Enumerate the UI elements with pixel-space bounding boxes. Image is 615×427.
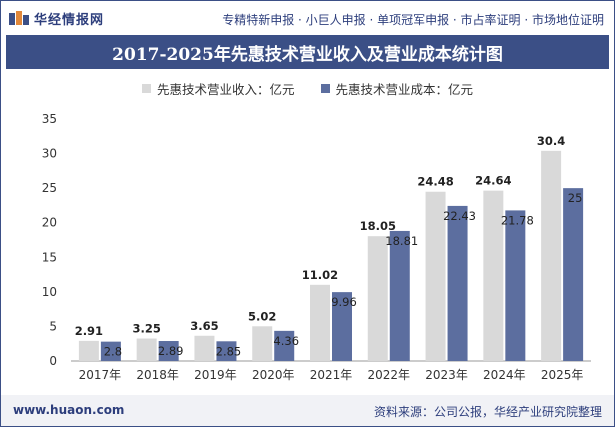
header-links[interactable]: 专精特新申报 · 小巨人申报 · 单项冠军申报 · 市占率证明 · 市场地位证明 [222,13,604,27]
y-tick-label: 15 [42,250,57,264]
cost-data-label: 21.78 [501,213,534,227]
chart-legend: 先惠技术营业收入：亿元 先惠技术营业成本：亿元 [1,79,614,98]
y-tick-label: 20 [42,216,57,230]
revenue-data-label: 3.65 [190,319,218,333]
revenue-data-label: 30.4 [537,134,565,148]
revenue-bar [483,190,504,361]
brand-logo[interactable]: 华经情报网 [9,9,104,28]
cost-data-label: 2.89 [158,344,184,358]
cost-data-label: 4.36 [273,334,299,348]
y-tick-label: 10 [42,285,57,299]
revenue-data-label: 11.02 [302,268,338,282]
legend-item-revenue: 先惠技术营业收入：亿元 [141,79,295,98]
x-tick-label: 2019年 [194,368,237,382]
logo-icon [9,10,29,27]
cost-bar [389,230,410,361]
cost-bar [563,188,584,361]
legend-swatch-revenue [141,84,151,93]
x-tick-label: 2020年 [252,368,295,382]
x-tick-label: 2022年 [368,368,411,382]
cost-bar [100,341,121,361]
y-tick-label: 30 [42,147,57,161]
revenue-data-label: 5.02 [248,309,276,323]
header-bar: 华经情报网 专精特新申报 · 小巨人申报 · 单项冠军申报 · 市占率证明 · … [1,1,614,35]
cost-bar [158,341,179,361]
revenue-data-label: 24.64 [475,174,511,188]
revenue-data-label: 2.91 [75,324,103,338]
revenue-bar [367,236,388,361]
cost-data-label: 2.8 [104,345,122,359]
x-tick-label: 2021年 [310,368,353,382]
cost-data-label: 2.85 [216,344,242,358]
cost-bar [274,330,295,361]
chart-title: 2017-2025年先惠技术营业收入及营业成本统计图 [112,44,503,65]
x-tick-label: 2025年 [541,368,584,382]
footer-bar: www.huaon.com 资料来源：公司公报，华经产业研究院整理 [1,395,614,426]
x-tick-label: 2018年 [136,368,179,382]
revenue-bar [194,335,215,361]
revenue-bar [310,284,330,361]
y-tick-label: 35 [42,112,57,126]
cost-data-label: 9.96 [331,295,357,309]
legend-label-revenue: 先惠技术营业收入：亿元 [156,82,295,97]
revenue-bar [136,338,157,361]
cost-bar [332,292,352,361]
revenue-data-label: 18.05 [360,219,396,233]
revenue-data-label: 3.25 [132,322,160,336]
cost-bar [447,205,468,361]
revenue-bar [252,326,273,361]
cost-bar [505,210,526,361]
legend-item-cost: 先惠技术营业成本：亿元 [320,79,474,98]
legend-swatch-cost [320,84,330,93]
cost-data-label: 25 [568,191,583,205]
x-tick-label: 2023年 [425,368,468,382]
y-tick-label: 5 [49,319,57,333]
cost-data-label: 22.43 [443,209,476,223]
revenue-data-label: 24.48 [417,175,453,189]
logo-text: 华经情报网 [34,13,105,28]
y-tick-label: 0 [49,354,57,368]
legend-label-cost: 先惠技术营业成本：亿元 [335,82,474,97]
title-bar: 2017-2025年先惠技术营业收入及营业成本统计图 [6,35,609,69]
x-tick-label: 2017年 [79,368,122,382]
bar-chart: 0 5 10 15 20 25 30 35 2017年 2.912.8 2018年 3.25 2.89 2… [42,112,591,382]
revenue-bar [425,191,446,361]
footer-source: 资料来源：公司公报，华经产业研究院整理 [373,405,602,419]
cost-data-label: 18.81 [385,234,418,248]
revenue-bar [78,340,99,361]
revenue-bar [541,150,562,361]
x-tick-label: 2024年 [483,368,526,382]
footer-url[interactable]: www.huaon.com [13,403,125,417]
y-tick-label: 25 [42,181,57,195]
cost-bar [216,341,237,361]
